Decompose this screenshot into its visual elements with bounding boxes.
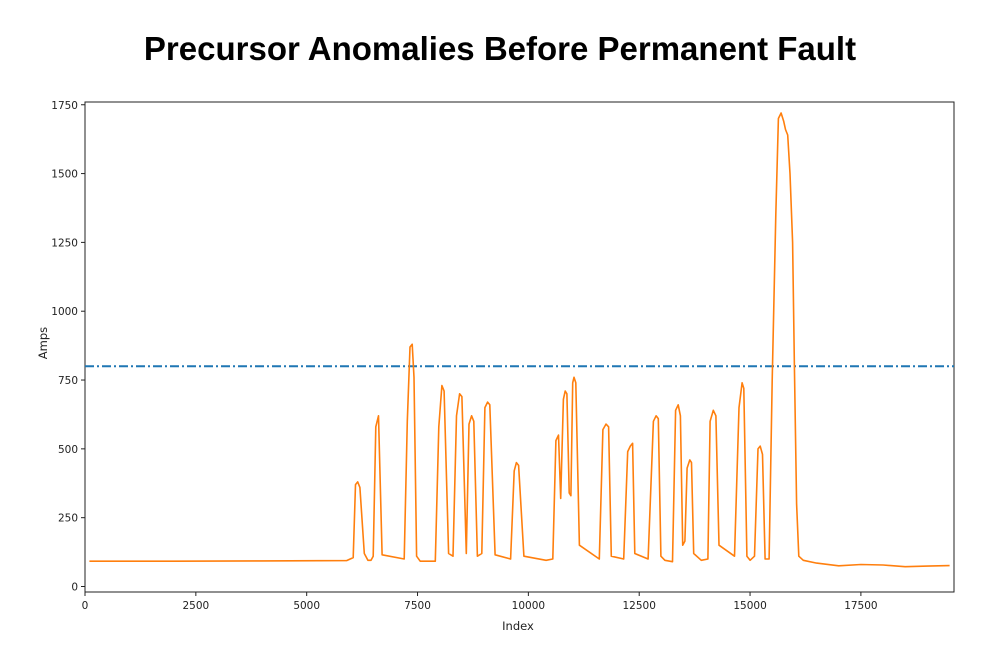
- x-tick-label: 0: [82, 600, 89, 612]
- x-axis-label: Index: [502, 619, 534, 633]
- x-tick-label: 12500: [623, 600, 656, 612]
- y-tick-label: 1000: [51, 306, 78, 318]
- x-tick-label: 10000: [512, 600, 545, 612]
- x-axis-ticks: 0 2500 5000 7500 10000 12500 15000 17500: [82, 592, 878, 612]
- y-tick-label: 1750: [51, 100, 78, 112]
- x-tick-label: 15000: [733, 600, 766, 612]
- y-tick-label: 250: [58, 513, 78, 525]
- y-axis-ticks: 0 250 500 750 1000 1250 1500 1750: [51, 100, 85, 593]
- x-tick-label: 2500: [182, 600, 209, 612]
- y-tick-label: 0: [71, 581, 78, 593]
- y-axis-label: Amps: [36, 327, 50, 359]
- y-tick-label: 1500: [51, 169, 78, 181]
- x-tick-label: 5000: [293, 600, 320, 612]
- chart-title: Precursor Anomalies Before Permanent Fau…: [143, 30, 857, 67]
- y-tick-label: 500: [58, 444, 78, 456]
- y-tick-label: 750: [58, 375, 78, 387]
- plot-area: [84, 101, 955, 593]
- y-tick-label: 1250: [51, 237, 78, 249]
- plot-frame: [84, 101, 955, 593]
- x-tick-label: 17500: [844, 600, 877, 612]
- x-tick-label: 7500: [404, 600, 431, 612]
- series-line: [89, 112, 950, 568]
